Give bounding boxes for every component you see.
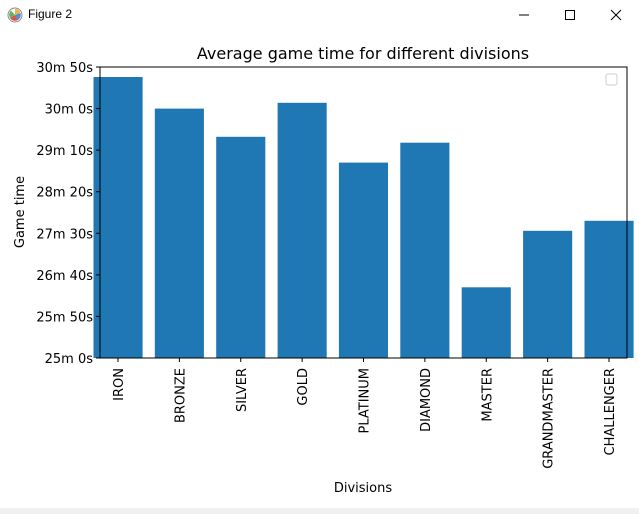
bar-diamond bbox=[400, 142, 450, 358]
bar-gold bbox=[277, 102, 327, 358]
x-tick-label-iron: IRON bbox=[112, 368, 127, 401]
x-tick-label-silver: SILVER bbox=[235, 368, 250, 412]
y-tick-label: 28m 20s bbox=[36, 186, 93, 201]
x-tick-label-diamond: DIAMOND bbox=[419, 368, 434, 432]
close-icon bbox=[610, 9, 622, 21]
x-tick-label-master: MASTER bbox=[480, 368, 495, 422]
bar-silver bbox=[216, 136, 266, 358]
x-tick-label-grandmaster: GRANDMASTER bbox=[542, 368, 557, 469]
y-tick-label: 30m 0s bbox=[45, 103, 94, 118]
x-axis-ticks: IRON BRONZE SILVER GOLD PLATINUM DIAMOND MASTE… bbox=[112, 358, 618, 469]
chart-title: Average game time for different division… bbox=[197, 44, 529, 63]
bar-platinum bbox=[338, 162, 388, 358]
bar-iron bbox=[93, 77, 143, 358]
y-tick-label: 30m 50s bbox=[36, 61, 93, 76]
maximize-icon bbox=[565, 10, 575, 20]
y-axis-label: Game time bbox=[13, 176, 28, 248]
x-axis-label: Divisions bbox=[334, 481, 393, 496]
window-title: Figure 2 bbox=[28, 7, 73, 21]
minimize-icon bbox=[519, 14, 529, 16]
plot-frame bbox=[99, 66, 628, 359]
x-tick-label-gold: GOLD bbox=[296, 368, 311, 406]
close-button[interactable] bbox=[593, 0, 639, 30]
matplotlib-icon bbox=[6, 6, 24, 24]
y-tick-label: 27m 30s bbox=[36, 227, 93, 242]
y-tick-label: 25m 50s bbox=[36, 310, 93, 325]
bar-grandmaster bbox=[523, 230, 573, 358]
maximize-button[interactable] bbox=[547, 0, 593, 30]
x-tick-label-bronze: BRONZE bbox=[173, 368, 188, 423]
window-bottom-strip bbox=[0, 508, 639, 514]
legend-box bbox=[605, 73, 618, 86]
y-axis-ticks: 25m 0s 25m 50s 26m 40s 27m 30s 28m 20s 29m 10… bbox=[36, 61, 100, 367]
bar-master bbox=[461, 287, 511, 358]
x-tick-label-platinum: PLATINUM bbox=[358, 368, 373, 434]
x-tick-label-challenger: CHALLENGER bbox=[603, 368, 618, 456]
y-tick-label: 26m 40s bbox=[36, 269, 93, 284]
minimize-button[interactable] bbox=[501, 0, 547, 30]
window-titlebar: Figure 2 bbox=[0, 0, 639, 30]
bar-challenger bbox=[584, 220, 634, 358]
bars-group bbox=[93, 77, 634, 358]
y-tick-label: 29m 10s bbox=[36, 144, 93, 159]
y-tick-label: 25m 0s bbox=[45, 352, 94, 367]
bar-bronze bbox=[154, 108, 204, 358]
